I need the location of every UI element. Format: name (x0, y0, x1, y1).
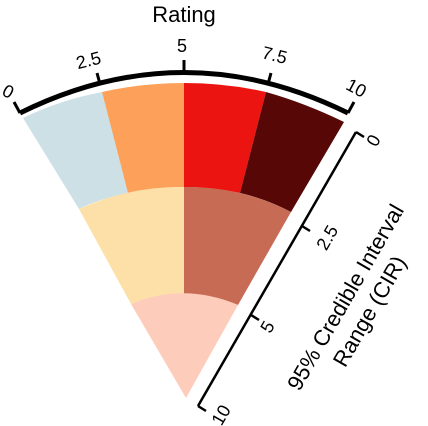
rating-arc (18, 70, 350, 116)
fan-cells (23, 83, 344, 398)
cir-tick-label-0: 0 (362, 131, 384, 150)
rating-tick-label-0: 0 (0, 80, 17, 102)
cir-tick-5 (250, 313, 260, 322)
rating-axis-title: Rating (152, 2, 216, 27)
rating-tick-label-5: 5 (177, 36, 187, 56)
rating-tick-2.5 (95, 72, 102, 85)
cir-tick-label-10: 10 (208, 401, 235, 426)
cir-tick-label-2.5: 2.5 (312, 222, 342, 254)
cell-rating-7.5-10-cir-0-2.5 (240, 92, 344, 212)
cir-axis-line (196, 131, 358, 407)
rating-tick-label-7.5: 7.5 (260, 42, 289, 67)
cell-rating-0-5-cir-2.5-5 (79, 186, 184, 304)
cell-rating-2.5-5-cir-0-2.5 (102, 83, 184, 193)
cell-rating-0-10-cir-5-10 (131, 293, 238, 398)
rating-tick-10 (346, 101, 356, 114)
rating-tick-label-10: 10 (343, 75, 370, 102)
cir-tick-0 (355, 130, 365, 139)
cir-tick-2.5 (301, 224, 311, 233)
cell-rating-0-2.5-cir-0-2.5 (23, 92, 128, 209)
cell-rating-5-7.5-cir-0-2.5 (184, 83, 266, 193)
rating-tick-label-2.5: 2.5 (74, 48, 103, 73)
rating-tick-7.5 (266, 72, 273, 85)
cell-rating-5-10-cir-2.5-5 (184, 186, 291, 305)
cir-tick-10 (197, 404, 207, 413)
cir-tick-label-5: 5 (256, 318, 278, 337)
rating-tick-0 (12, 101, 22, 114)
